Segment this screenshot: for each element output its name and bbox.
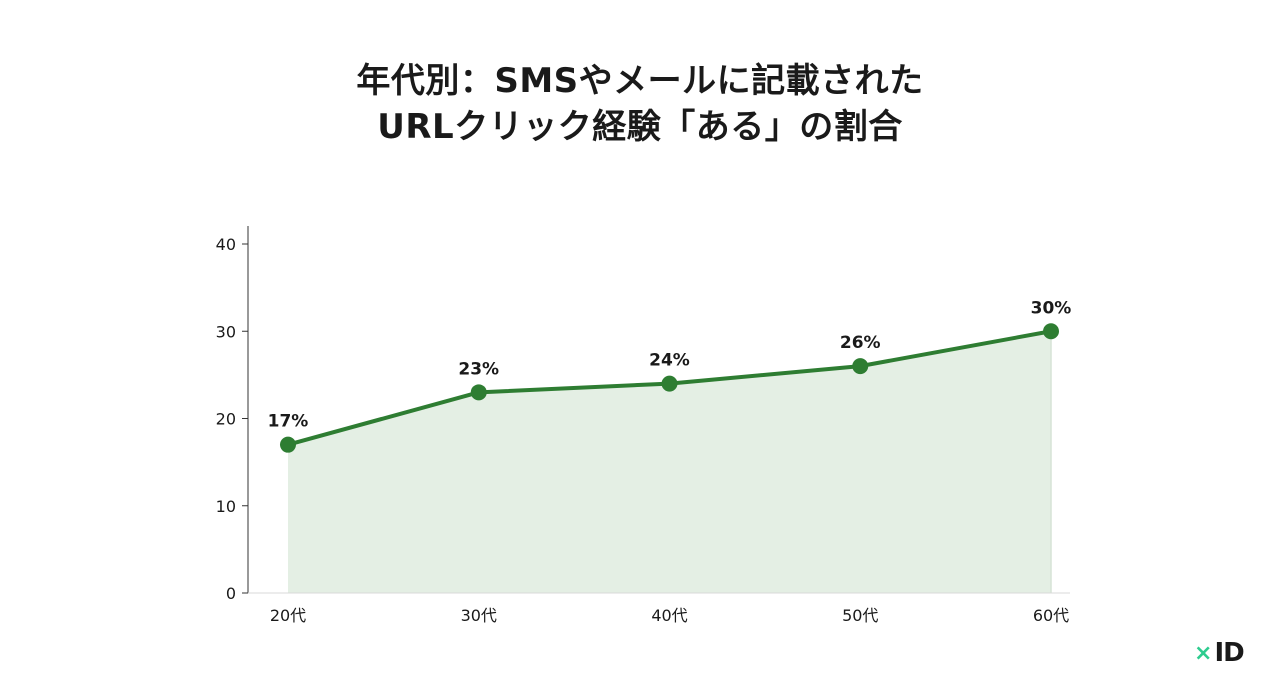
- y-tick-label-30: 30: [216, 322, 236, 341]
- y-tick-label-20: 20: [216, 410, 236, 429]
- data-point-1: [280, 436, 296, 453]
- chart-title-line-2: URLクリック経験「ある」の割合: [377, 107, 903, 147]
- data-label-4: 26%: [840, 333, 881, 353]
- logo-text: ID: [1214, 638, 1244, 668]
- y-tick-label-0: 0: [226, 584, 236, 603]
- data-point-5: [1043, 323, 1059, 340]
- brand-logo: × ID: [1194, 638, 1245, 668]
- chart-title: 年代別：SMSやメールに記載された URLクリック経験「ある」の割合: [0, 58, 1280, 150]
- data-point-4: [852, 358, 869, 375]
- data-label-3: 24%: [649, 351, 690, 371]
- x-tick-label-1: 20代: [270, 606, 306, 625]
- data-point-3: [661, 375, 678, 392]
- y-tick-label-40: 40: [216, 235, 236, 254]
- data-label-1: 17%: [268, 412, 309, 432]
- chart-title-line-1: 年代別：SMSやメールに記載された: [356, 61, 924, 101]
- data-point-2: [470, 384, 487, 401]
- y-tick-label-10: 10: [216, 497, 236, 516]
- x-tick-label-4: 50代: [842, 606, 878, 625]
- logo-x-mark: ×: [1194, 640, 1213, 666]
- x-tick-label-3: 40代: [651, 606, 687, 625]
- data-label-5: 30%: [1031, 298, 1072, 318]
- x-tick-label-5: 60代: [1033, 606, 1069, 625]
- data-label-2: 23%: [458, 359, 499, 379]
- x-tick-label-2: 30代: [461, 606, 497, 625]
